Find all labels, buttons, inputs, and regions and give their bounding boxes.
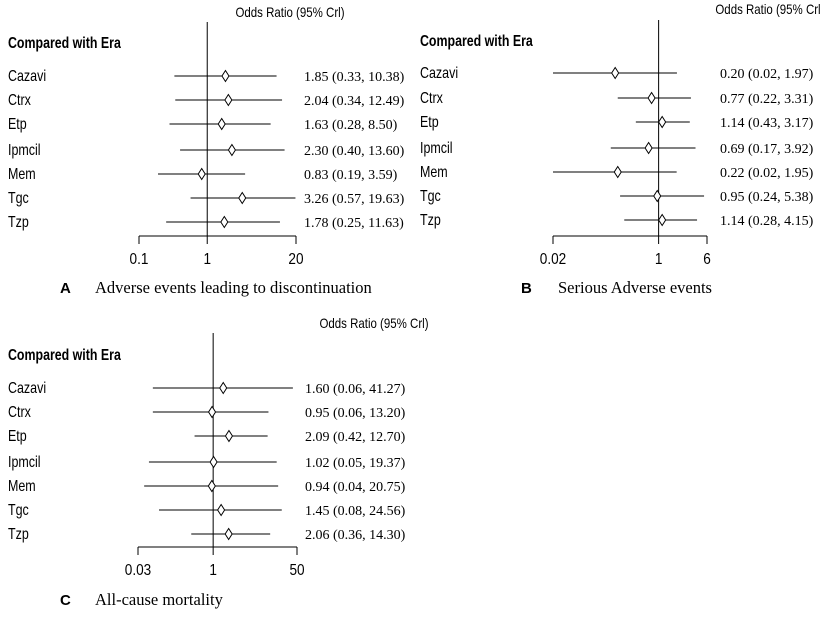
panel-b-point-estimate-tgc xyxy=(653,189,662,203)
panel-a-estimate-text-tgc: 3.26 (0.57, 19.63) xyxy=(304,192,405,207)
panel-a-row-label-tzp: Tzp xyxy=(8,214,29,232)
panel-b-caption: Serious Adverse events xyxy=(558,278,712,297)
panel-b-row-label-etp: Etp xyxy=(420,114,439,132)
panel-c-row-label-ctrx: Ctrx xyxy=(8,404,32,422)
panel-b-tick-label-1: 1 xyxy=(655,251,663,268)
panel-b-row-label-tgc: Tgc xyxy=(420,188,441,206)
panel-c-estimate-text-tzp: 2.06 (0.36, 14.30) xyxy=(305,528,406,543)
panel-b-estimate-text-mem: 0.22 (0.02, 1.95) xyxy=(720,166,814,181)
panel-c-estimate-text-ctrx: 0.95 (0.06, 13.20) xyxy=(305,406,406,421)
panel-a-caption: Adverse events leading to discontinuatio… xyxy=(95,278,372,297)
panel-b-estimate-text-tgc: 0.95 (0.24, 5.38) xyxy=(720,190,814,205)
panel-b-header: Odds Ratio (95% Crl xyxy=(715,1,820,17)
panel-c-estimate-text-etp: 2.09 (0.42, 12.70) xyxy=(305,430,406,445)
panel-b-point-estimate-etp xyxy=(658,115,667,129)
panel-c-row-label-ipmcil: Ipmcil xyxy=(8,454,41,472)
panel-a-header: Odds Ratio (95% Crl) xyxy=(235,4,344,20)
panel-c-point-estimate-ipmcil xyxy=(209,455,218,469)
panel-a-point-estimate-cazavi xyxy=(221,69,230,83)
panel-b-letter: B xyxy=(521,280,532,297)
panel-c-point-estimate-etp xyxy=(224,429,234,443)
panel-c-row-label-tzp: Tzp xyxy=(8,526,29,544)
panel-a-tick-label-0: 0.1 xyxy=(130,251,149,268)
panel-c-tick-label-0: 0.03 xyxy=(125,562,151,579)
panel-a-tick-label-2: 20 xyxy=(288,251,303,268)
panel-a-estimate-text-tzp: 1.78 (0.25, 11.63) xyxy=(304,216,404,231)
panel-a-row-label-ctrx: Ctrx xyxy=(8,92,32,110)
panel-b-estimate-text-cazavi: 0.20 (0.02, 1.97) xyxy=(720,67,814,82)
panel-c-point-estimate-ctrx xyxy=(207,405,217,419)
panel-c-point-estimate-tgc xyxy=(217,503,226,517)
panel-b-point-estimate-mem xyxy=(613,165,622,179)
panel-c-comparator-label: Compared with Era xyxy=(8,346,121,364)
panel-a-point-estimate-ipmcil xyxy=(227,143,237,157)
panel-c-estimate-text-mem: 0.94 (0.04, 20.75) xyxy=(305,480,406,495)
panel-b-comparator-label: Compared with Era xyxy=(420,32,533,50)
panel-a-estimate-text-ipmcil: 2.30 (0.40, 13.60) xyxy=(304,144,405,159)
panel-b-point-estimate-tzp xyxy=(658,213,667,227)
panel-c-letter: C xyxy=(60,592,71,609)
panel-a-row-label-ipmcil: Ipmcil xyxy=(8,142,41,160)
panel-a-tick-label-1: 1 xyxy=(203,251,211,268)
panel-a-row-label-tgc: Tgc xyxy=(8,190,29,208)
panel-a-estimate-text-ctrx: 2.04 (0.34, 12.49) xyxy=(304,94,405,109)
panel-b-row-label-ipmcil: Ipmcil xyxy=(420,140,453,158)
panel-b-estimate-text-ctrx: 0.77 (0.22, 3.31) xyxy=(720,92,814,107)
panel-b-row-label-mem: Mem xyxy=(420,164,448,182)
panel-b-estimate-text-ipmcil: 0.69 (0.17, 3.92) xyxy=(720,142,814,157)
panel-c-estimate-text-ipmcil: 1.02 (0.05, 19.37) xyxy=(305,456,406,471)
panel-c-point-estimate-tzp xyxy=(224,527,233,541)
panel-a-estimate-text-cazavi: 1.85 (0.33, 10.38) xyxy=(304,70,405,85)
panel-b-point-estimate-ctrx xyxy=(647,91,656,105)
panel-c-row-label-mem: Mem xyxy=(8,478,36,496)
panel-b-row-label-ctrx: Ctrx xyxy=(420,90,444,108)
panel-a-row-label-etp: Etp xyxy=(8,116,27,134)
panel-a-letter: A xyxy=(60,280,71,297)
panel-c-tick-label-2: 50 xyxy=(289,562,304,579)
panel-b-point-estimate-cazavi xyxy=(611,66,620,80)
panel-c-estimate-text-tgc: 1.45 (0.08, 24.56) xyxy=(305,504,406,519)
panel-b-point-estimate-ipmcil xyxy=(644,141,653,155)
panel-b-row-label-tzp: Tzp xyxy=(420,212,441,230)
panel-a-estimate-text-etp: 1.63 (0.28, 8.50) xyxy=(304,118,398,133)
panel-b-tick-label-2: 6 xyxy=(703,251,711,268)
panel-a-row-label-mem: Mem xyxy=(8,166,36,184)
panel-a-point-estimate-etp xyxy=(217,117,226,131)
panel-a-row-label-cazavi: Cazavi xyxy=(8,68,46,86)
panel-c-point-estimate-cazavi xyxy=(219,381,228,395)
panel-c-header: Odds Ratio (95% Crl) xyxy=(319,315,428,331)
panel-c-tick-label-1: 1 xyxy=(209,562,217,579)
panel-c-row-label-tgc: Tgc xyxy=(8,502,29,520)
panel-c-caption: All-cause mortality xyxy=(95,590,224,609)
panel-a-point-estimate-ctrx xyxy=(224,93,233,107)
panel-a-point-estimate-tzp xyxy=(220,215,229,229)
panel-a-estimate-text-mem: 0.83 (0.19, 3.59) xyxy=(304,168,398,183)
panel-c-point-estimate-mem xyxy=(207,479,216,493)
panel-b-tick-label-0: 0.02 xyxy=(540,251,566,268)
panel-c-row-label-etp: Etp xyxy=(8,428,27,446)
panel-b-estimate-text-etp: 1.14 (0.43, 3.17) xyxy=(720,116,814,131)
panel-b-estimate-text-tzp: 1.14 (0.28, 4.15) xyxy=(720,214,814,229)
panel-a-point-estimate-mem xyxy=(197,167,206,181)
panel-a-point-estimate-tgc xyxy=(238,191,247,205)
panel-a-comparator-label: Compared with Era xyxy=(8,34,121,52)
panel-c-row-label-cazavi: Cazavi xyxy=(8,380,46,398)
panel-b-row-label-cazavi: Cazavi xyxy=(420,65,458,83)
panel-c-estimate-text-cazavi: 1.60 (0.06, 41.27) xyxy=(305,382,406,397)
